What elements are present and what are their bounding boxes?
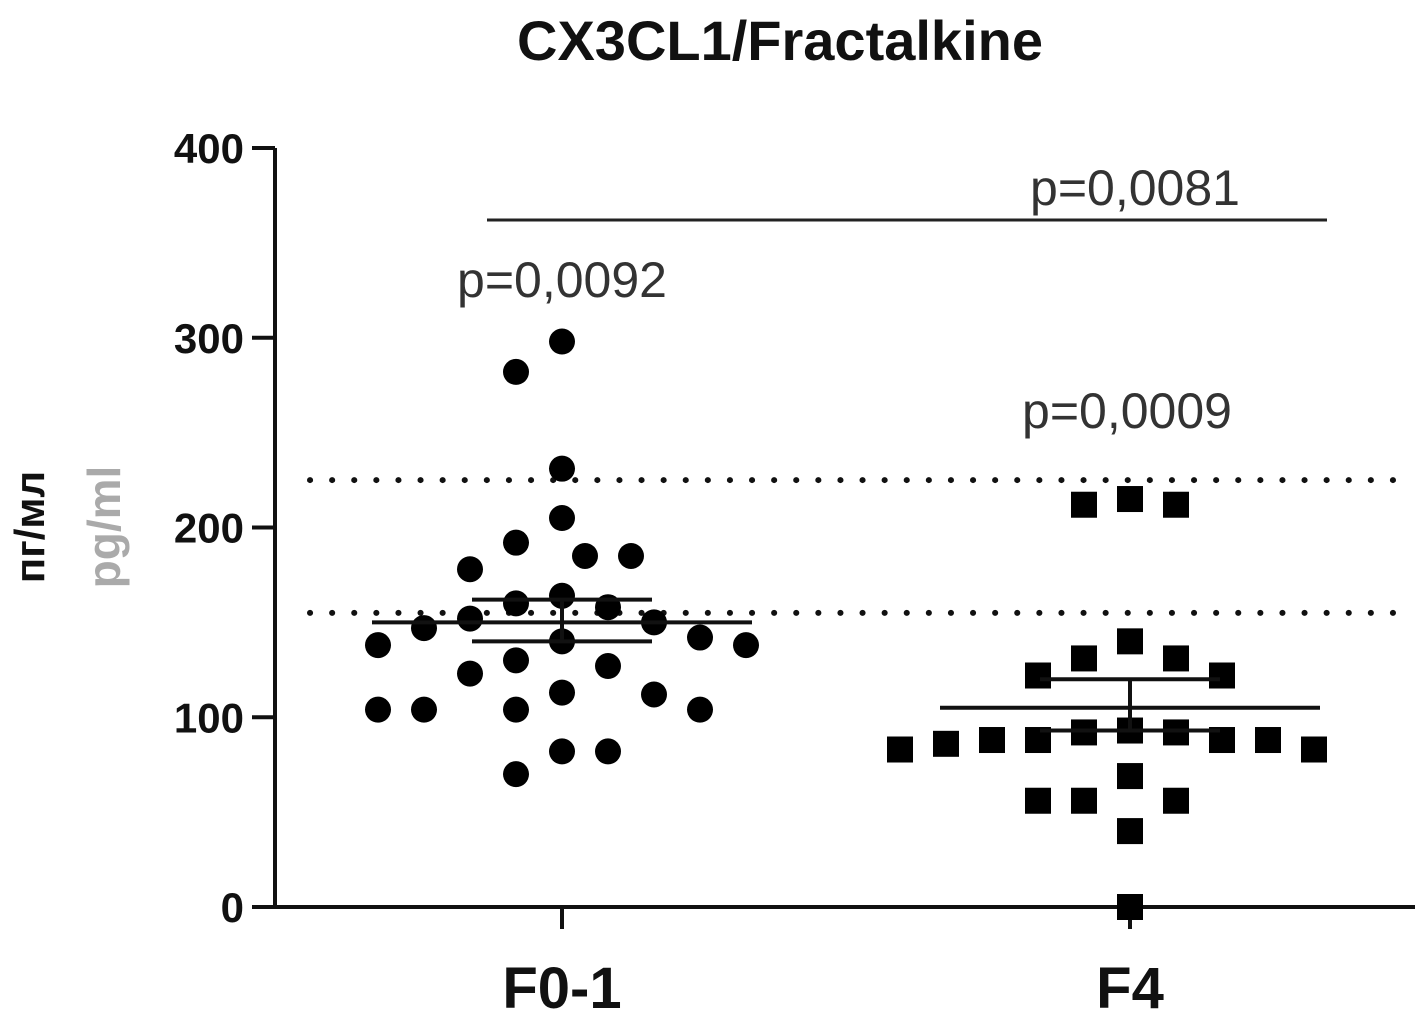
data-point-F0-1: [503, 529, 529, 556]
y-tick-label: 100: [174, 694, 244, 741]
data-point-F4: [1117, 763, 1143, 790]
data-point-F4: [1163, 491, 1189, 518]
data-point-F0-1: [549, 328, 575, 355]
data-point-F0-1: [503, 696, 529, 723]
data-point-F0-1: [687, 624, 713, 651]
reference-lines: [307, 477, 1415, 616]
p-value-f4: p=0,0009: [1022, 383, 1232, 439]
data-point-F0-1: [503, 358, 529, 385]
data-point-F0-1: [457, 605, 483, 632]
data-point-F4: [1071, 645, 1097, 672]
data-point-F0-1: [503, 590, 529, 617]
data-point-F0-1: [572, 542, 598, 569]
data-point-F4: [1117, 628, 1143, 655]
significance-annotations: p=0,0081 p=0,0092 p=0,0009: [457, 160, 1327, 439]
mean-sem-bars: [372, 597, 1320, 733]
data-point-F0-1: [365, 632, 391, 659]
data-points: [365, 328, 1327, 920]
data-point-F4: [1071, 491, 1097, 518]
data-point-F4: [979, 727, 1005, 754]
data-point-F4: [933, 730, 959, 757]
p-value-bracket: p=0,0081: [1030, 160, 1240, 216]
data-point-F4: [1255, 727, 1281, 754]
data-point-F4: [1117, 894, 1143, 920]
y-axis-title: пг/мл pg/ml: [6, 466, 130, 589]
y-tick-label: 0: [221, 884, 244, 931]
data-point-F0-1: [411, 615, 437, 642]
data-point-F4: [1163, 645, 1189, 672]
data-point-F4: [887, 736, 913, 763]
data-point-F0-1: [549, 582, 575, 609]
chart-title: CX3CL1/Fractalkine: [517, 9, 1043, 72]
data-point-F4: [1301, 736, 1327, 763]
data-point-F0-1: [549, 505, 575, 532]
data-point-F0-1: [411, 696, 437, 723]
data-point-F0-1: [733, 632, 759, 659]
y-axis-label-ru: пг/мл: [6, 471, 53, 583]
axes: 0 100 200 300 400 F0-1 F4: [174, 125, 1415, 1013]
data-point-F0-1: [549, 738, 575, 765]
y-tick-label: 200: [174, 505, 244, 552]
y-axis-label-en: pg/ml: [78, 466, 130, 589]
data-point-F0-1: [687, 696, 713, 723]
data-point-F0-1: [549, 455, 575, 482]
data-point-F4: [1209, 662, 1235, 689]
data-point-F4: [1025, 662, 1051, 689]
data-point-F0-1: [549, 679, 575, 706]
data-point-F0-1: [641, 681, 667, 708]
data-point-F0-1: [503, 647, 529, 674]
data-point-F0-1: [365, 696, 391, 723]
data-point-F4: [1117, 486, 1143, 513]
data-point-F0-1: [457, 660, 483, 687]
data-point-F0-1: [595, 653, 621, 680]
p-value-f01: p=0,0092: [457, 252, 667, 308]
y-tick-label: 300: [174, 315, 244, 362]
data-point-F4: [1025, 787, 1051, 814]
data-point-F4: [1071, 787, 1097, 814]
data-point-F0-1: [618, 542, 644, 569]
data-point-F0-1: [457, 556, 483, 583]
x-tick-label: F0-1: [502, 956, 621, 1013]
y-tick-label: 400: [174, 125, 244, 172]
data-point-F4: [1163, 787, 1189, 814]
x-tick-label: F4: [1096, 956, 1164, 1013]
data-point-F4: [1117, 818, 1143, 845]
data-point-F0-1: [595, 738, 621, 765]
data-point-F0-1: [503, 761, 529, 788]
